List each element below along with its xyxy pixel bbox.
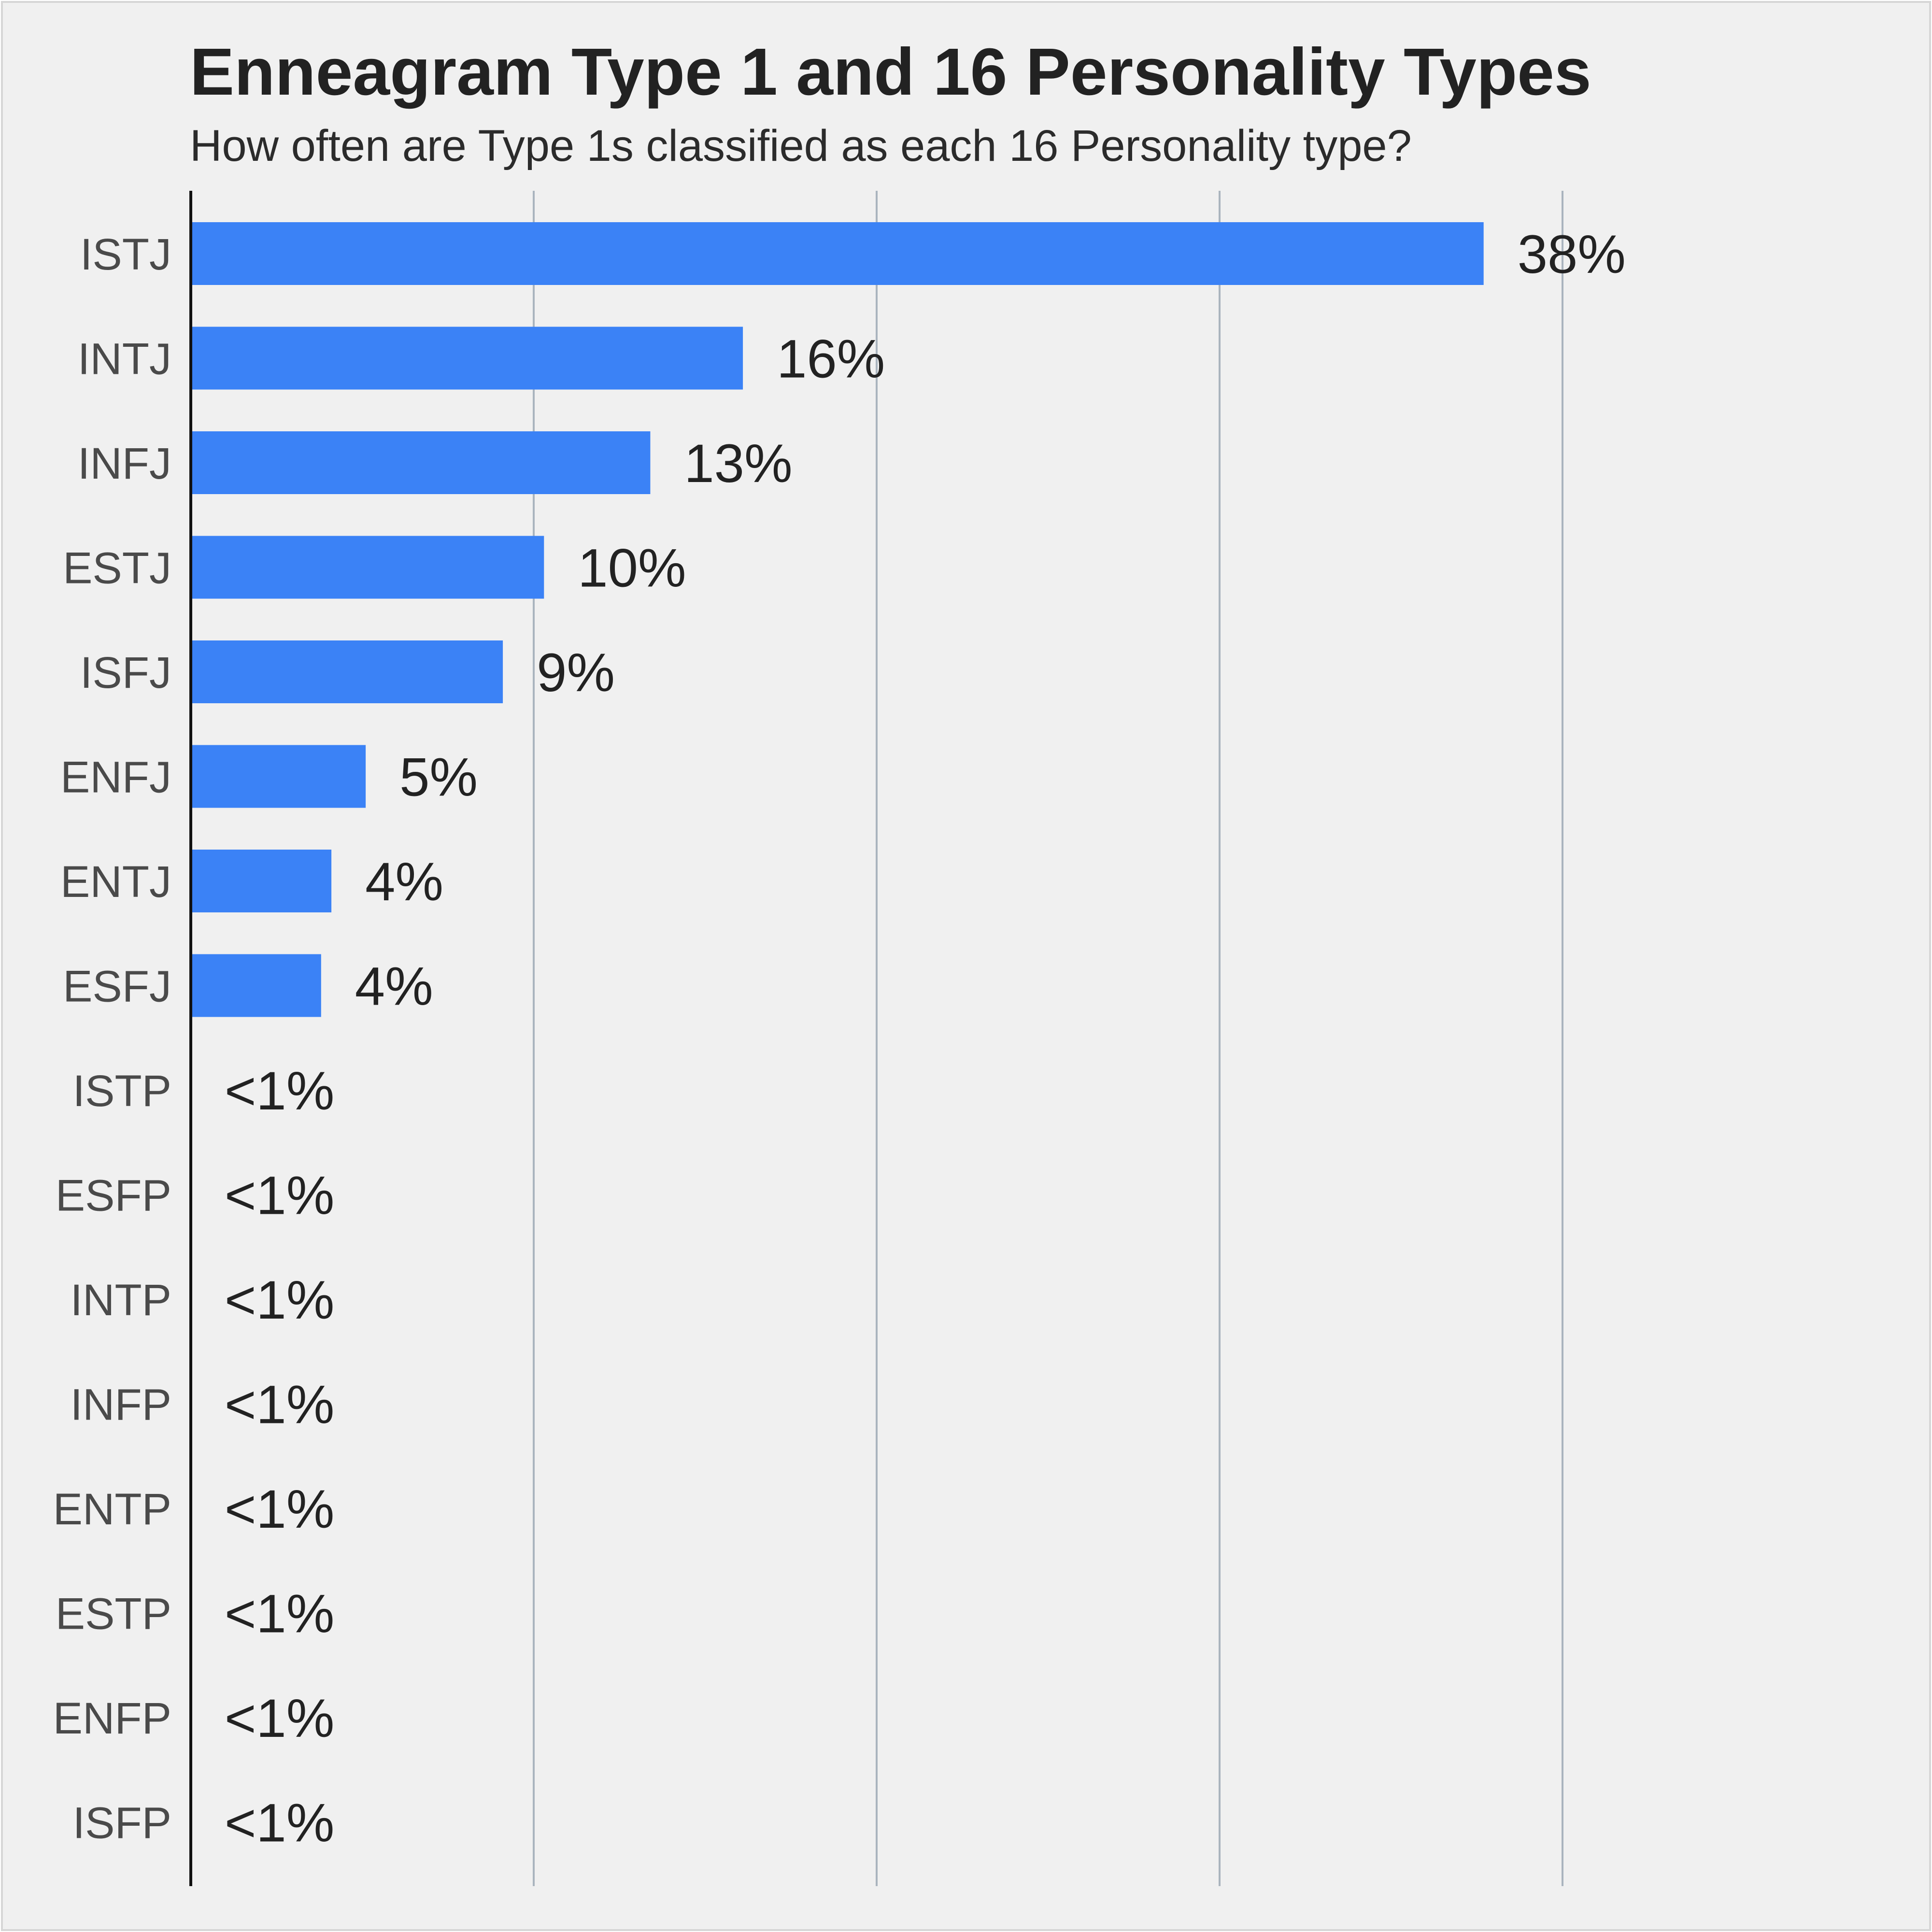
value-label-intj: 16% — [777, 329, 885, 389]
category-label-entj: ENTJ — [60, 857, 171, 907]
value-label-istj: 38% — [1518, 224, 1626, 284]
value-label-esfp: <1% — [225, 1165, 334, 1226]
bar-enfj — [191, 745, 366, 808]
category-label-intj: INTJ — [78, 335, 171, 384]
category-label-istj: ISTJ — [80, 230, 171, 279]
bar-esfj — [191, 954, 321, 1017]
value-label-entj: 4% — [365, 852, 443, 912]
bar-estj — [191, 536, 544, 599]
value-label-estj: 10% — [578, 538, 686, 598]
category-label-estp: ESTP — [56, 1590, 171, 1639]
value-label-infj: 13% — [684, 433, 792, 494]
category-label-infp: INFP — [70, 1380, 171, 1430]
category-label-intp: INTP — [70, 1276, 171, 1325]
category-label-enfj: ENFJ — [60, 753, 171, 802]
category-label-isfp: ISFP — [73, 1799, 171, 1848]
value-label-infp: <1% — [225, 1375, 334, 1435]
bar-istj — [191, 222, 1484, 285]
value-label-intp: <1% — [225, 1270, 334, 1330]
chart-title: Enneagram Type 1 and 16 Personality Type… — [190, 35, 1591, 109]
category-label-estj: ESTJ — [63, 544, 171, 593]
value-label-istp: <1% — [225, 1061, 334, 1121]
value-label-isfp: <1% — [225, 1793, 334, 1853]
value-label-enfj: 5% — [399, 747, 478, 808]
category-label-isfj: ISFJ — [80, 648, 171, 697]
bar-isfj — [191, 640, 503, 703]
value-label-esfj: 4% — [355, 956, 433, 1017]
category-label-enfp: ENFP — [53, 1694, 171, 1743]
value-label-entp: <1% — [225, 1479, 334, 1539]
value-label-enfp: <1% — [225, 1688, 334, 1748]
category-label-esfp: ESFP — [56, 1171, 171, 1221]
value-label-isfj: 9% — [537, 642, 615, 703]
value-label-estp: <1% — [225, 1584, 334, 1644]
bar-infj — [191, 431, 651, 494]
bar-intj — [191, 327, 743, 390]
category-label-infj: INFJ — [78, 439, 171, 488]
bar-entj — [191, 850, 332, 912]
category-label-istp: ISTP — [73, 1066, 171, 1116]
category-label-entp: ENTP — [53, 1485, 171, 1534]
category-label-esfj: ESFJ — [63, 962, 171, 1011]
chart-subtitle: How often are Type 1s classified as each… — [190, 121, 1412, 170]
